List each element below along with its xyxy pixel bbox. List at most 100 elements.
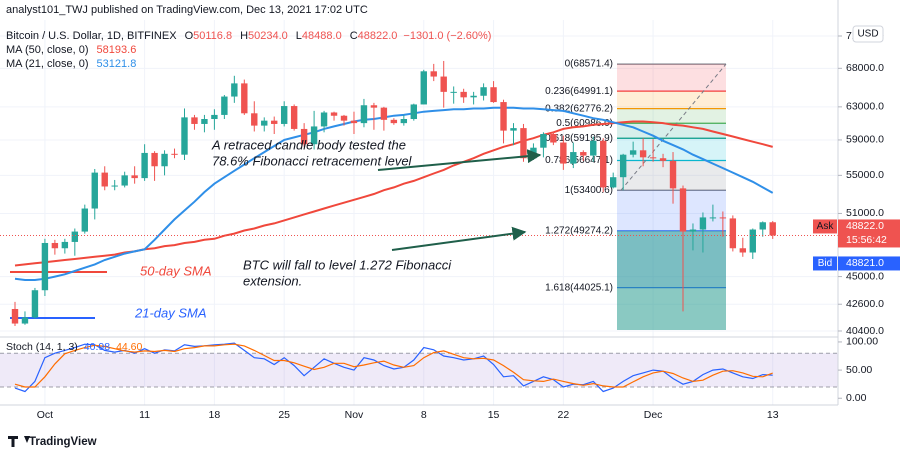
ohlc-key: L — [296, 30, 302, 42]
candle-body — [340, 115, 348, 121]
candle-body — [600, 140, 607, 188]
x-tick-label: 13 — [767, 409, 779, 421]
fib-band — [617, 123, 726, 139]
candle-body — [290, 106, 298, 129]
candle-body — [759, 222, 766, 230]
arrow — [391, 226, 527, 251]
candle-body — [271, 120, 278, 124]
candle-body — [739, 248, 747, 253]
fib-band — [617, 64, 726, 92]
stoch-legend: Stoch (14, 1, 3) 40.98 44.60 — [6, 341, 143, 353]
fib-label: 0.618(59195.9) — [545, 133, 613, 144]
brand: TradingView — [8, 436, 97, 448]
candle-body — [590, 140, 597, 156]
currency: USD — [857, 29, 878, 40]
candle-body — [201, 119, 208, 124]
y-tick-label: 50.00 — [846, 364, 872, 376]
fib-label: 1.272(49274.2) — [545, 225, 613, 236]
y-tick-label: 100.00 — [846, 336, 878, 348]
candle-body — [61, 241, 69, 249]
ohlc-value: 48822.0 — [358, 30, 398, 42]
x-tick-label: Dec — [644, 409, 663, 421]
candle-body — [460, 91, 467, 98]
candle-body — [241, 83, 248, 114]
candle-body — [171, 153, 178, 155]
candle-body — [749, 229, 756, 253]
fib-band — [617, 190, 726, 231]
candle-body — [440, 76, 447, 92]
candle-body — [81, 208, 88, 232]
y-tick-label: 63000.0 — [846, 101, 884, 113]
price-axis — [838, 0, 900, 430]
candle-body — [619, 154, 627, 178]
y-tick-label: 68000.0 — [846, 62, 884, 74]
fib-label: 1.618(44025.1) — [545, 282, 613, 293]
candle-body — [610, 177, 617, 188]
bid-box — [838, 256, 900, 271]
candle-body — [310, 126, 318, 145]
ohlc-key: O — [185, 30, 194, 42]
annotation: BTC will fall to level 1.272 Fibonacci — [243, 257, 452, 272]
candle-body — [679, 188, 687, 232]
candle-body — [699, 217, 707, 230]
candle-body — [430, 71, 437, 77]
candle-body — [261, 120, 268, 126]
candle-body — [101, 172, 108, 187]
y-tick-label: 45000.0 — [846, 270, 884, 282]
ma-value: 53121.8 — [97, 58, 137, 70]
stoch-value: 44.60 — [116, 341, 142, 353]
publisher: analyst101_TWJ published on TradingView.… — [6, 4, 368, 16]
candle-body — [570, 152, 577, 164]
candle-body — [719, 217, 727, 219]
candle-body — [231, 83, 238, 97]
candle-body — [31, 290, 39, 318]
x-tick-label: Oct — [37, 409, 53, 421]
candle-body — [400, 119, 408, 124]
candle-body — [500, 102, 507, 131]
candle-body — [580, 152, 587, 156]
candle-body — [370, 105, 378, 108]
candle-body — [141, 152, 148, 179]
candle-body — [649, 157, 657, 159]
candle-body — [330, 112, 338, 116]
candle-body — [510, 128, 517, 131]
ask-price: 48822.0 — [846, 220, 884, 232]
candle-body — [669, 160, 677, 189]
y-tick-label: 0.00 — [846, 392, 867, 404]
candle-body — [320, 112, 328, 127]
ma-name: MA (50, close, 0) — [6, 44, 89, 56]
candle-body — [470, 95, 477, 98]
candle-body — [729, 218, 737, 249]
candle-body — [51, 242, 59, 249]
fib-label: 0.236(64991.1) — [545, 86, 613, 97]
symbol-legend: Bitcoin / U.S. Dollar, 1D, BITFINEX O5011… — [6, 30, 491, 42]
x-tick-label: 8 — [421, 409, 427, 421]
brand-name: TradingView — [29, 436, 97, 448]
fib-label: 0.382(62776.2) — [545, 103, 613, 114]
candle-body — [390, 119, 398, 124]
bid-label: Bid — [818, 258, 832, 269]
candle-body — [300, 128, 308, 145]
x-tick-label: 25 — [278, 409, 290, 421]
annotation: 21-day SMA — [134, 305, 207, 320]
candle-body — [450, 91, 457, 93]
bid-tag — [813, 256, 837, 271]
fib-label: 0.786(56647.1) — [545, 155, 613, 166]
stoch-value: 40.98 — [84, 341, 110, 353]
brand-logo — [8, 436, 30, 447]
annotation: A retraced candle body tested the — [211, 137, 406, 152]
y-tick-label: 42600.0 — [846, 298, 884, 310]
candle-body — [629, 150, 637, 155]
countdown: 15:56:42 — [846, 234, 887, 246]
candle-body — [550, 133, 557, 143]
bid-price: 48821.0 — [846, 257, 884, 269]
candle-body — [181, 117, 188, 155]
fib-label: 0(68571.4) — [565, 59, 613, 70]
ma-name: MA (21, close, 0) — [6, 58, 89, 70]
x-tick-label: 22 — [558, 409, 570, 421]
ask-tag — [813, 219, 837, 234]
candle-body — [540, 133, 547, 148]
candle-body — [689, 229, 697, 232]
